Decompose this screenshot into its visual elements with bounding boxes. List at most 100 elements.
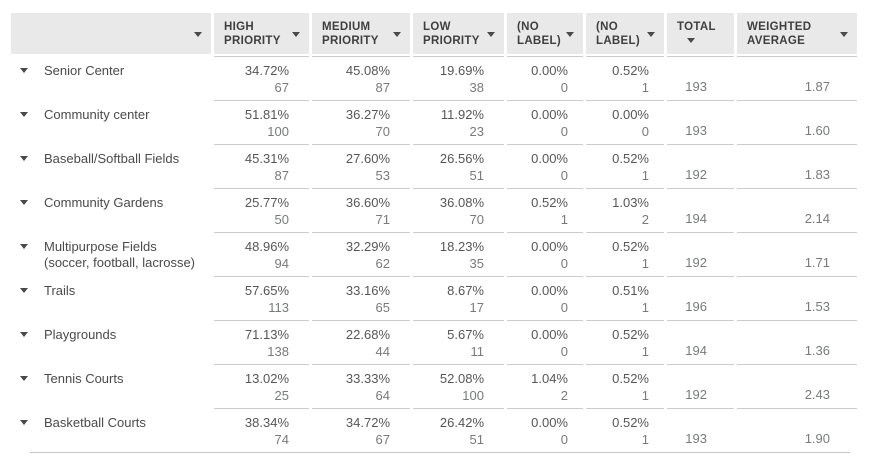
header-label: LOW PRIORITY (423, 21, 480, 47)
percent-value: 57.65% (244, 283, 289, 298)
cell-high-priority: 34.72% 67 (214, 56, 309, 100)
cell-low-priority: 26.56% 51 (413, 144, 504, 188)
chevron-down-icon[interactable] (647, 31, 655, 37)
cell-no-label-2: 0.52% 1 (586, 320, 664, 364)
header-low-priority[interactable]: LOW PRIORITY (413, 13, 504, 54)
percent-value: 0.00% (531, 63, 568, 78)
row-header[interactable]: Basketball Courts (11, 408, 211, 452)
percent-value: 11.92% (440, 107, 484, 122)
count-value: 53 (375, 168, 390, 183)
expand-row-icon[interactable] (20, 68, 28, 73)
chevron-down-icon[interactable] (687, 37, 695, 43)
row-label: Baseball/Softball Fields (44, 151, 180, 166)
cell-no-label-2: 0.52% 1 (586, 408, 664, 452)
count-value: 70 (469, 212, 484, 227)
row-header[interactable]: Multipurpose Fields (soccer, football, l… (11, 232, 211, 276)
count-value: 1 (641, 388, 649, 403)
header-medium-priority[interactable]: MEDIUM PRIORITY (312, 13, 410, 54)
percent-value: 18.23% (439, 239, 484, 254)
expand-row-icon[interactable] (20, 288, 28, 293)
cell-medium-priority: 45.08% 87 (312, 56, 410, 100)
cell-total: 192 (667, 144, 734, 188)
header-label: (NO LABEL) (596, 21, 640, 47)
percent-value: 19.69% (439, 63, 484, 78)
count-value: 0 (560, 300, 568, 315)
cell-weighted-average: 2.14 (737, 188, 857, 232)
percent-value: 22.68% (345, 327, 390, 342)
table-row: Community Gardens 25.77% 50 36.60% 71 36… (11, 188, 857, 232)
count-value: 0 (560, 124, 568, 139)
row-header[interactable]: Community Gardens (11, 188, 211, 232)
total-value: 194 (685, 211, 707, 226)
chevron-down-icon[interactable] (840, 31, 848, 37)
cell-total: 193 (667, 408, 734, 452)
cell-weighted-average: 1.71 (737, 232, 857, 276)
percent-value: 0.00% (531, 415, 568, 430)
cell-medium-priority: 34.72% 67 (312, 408, 410, 452)
header-no-label-2[interactable]: (NO LABEL) (586, 13, 664, 54)
weighted-average-value: 2.14 (804, 211, 830, 226)
count-value: 38 (469, 80, 484, 95)
percent-value: 26.42% (439, 415, 484, 430)
total-value: 196 (685, 299, 707, 314)
chevron-down-icon[interactable] (566, 31, 574, 37)
header-no-label-1[interactable]: (NO LABEL) (507, 13, 583, 54)
table-header-row: HIGH PRIORITY MEDIUM PRIORITY LOW PRIORI… (11, 13, 857, 54)
percent-value: 34.72% (345, 415, 390, 430)
expand-row-icon[interactable] (20, 244, 28, 249)
expand-row-icon[interactable] (20, 200, 28, 205)
row-label: Basketball Courts (44, 415, 146, 430)
count-value: 113 (268, 300, 289, 315)
cell-weighted-average: 1.36 (737, 320, 857, 364)
row-header[interactable]: Tennis Courts (11, 364, 211, 408)
row-header[interactable]: Baseball/Softball Fields (11, 144, 211, 188)
count-value: 0 (560, 256, 568, 271)
expand-row-icon[interactable] (20, 332, 28, 337)
header-high-priority[interactable]: HIGH PRIORITY (214, 13, 309, 54)
expand-row-icon[interactable] (20, 376, 28, 381)
percent-value: 0.00% (531, 283, 568, 298)
count-value: 100 (267, 124, 289, 139)
expand-row-icon[interactable] (20, 112, 28, 117)
count-value: 1 (641, 344, 649, 359)
weighted-average-value: 1.83 (804, 167, 830, 182)
cell-no-label-1: 1.04% 2 (507, 364, 583, 408)
chevron-down-icon[interactable] (292, 31, 300, 37)
row-label: Trails (44, 283, 76, 298)
chevron-down-icon[interactable] (194, 31, 202, 37)
cell-no-label-2: 0.51% 1 (586, 276, 664, 320)
total-value: 192 (685, 255, 707, 270)
chevron-down-icon[interactable] (487, 31, 495, 37)
percent-value: 0.00% (531, 327, 568, 342)
percent-value: 36.27% (345, 107, 390, 122)
cell-weighted-average: 1.53 (737, 276, 857, 320)
row-header[interactable]: Playgrounds (11, 320, 211, 364)
cell-no-label-1: 0.00% 0 (507, 232, 583, 276)
percent-value: 51.81% (244, 107, 289, 122)
chevron-down-icon[interactable] (393, 31, 401, 37)
header-weighted-average[interactable]: WEIGHTED AVERAGE (737, 13, 857, 54)
row-header[interactable]: Senior Center (11, 56, 211, 100)
expand-row-icon[interactable] (20, 420, 28, 425)
cell-no-label-1: 0.52% 1 (507, 188, 583, 232)
count-value: 87 (375, 80, 390, 95)
row-header[interactable]: Community center (11, 100, 211, 144)
row-header[interactable]: Trails (11, 276, 211, 320)
cell-total: 192 (667, 232, 734, 276)
cell-high-priority: 25.77% 50 (214, 188, 309, 232)
expand-row-icon[interactable] (20, 156, 28, 161)
count-value: 1 (641, 432, 649, 447)
count-value: 1 (641, 300, 649, 315)
count-value: 65 (375, 300, 390, 315)
cell-no-label-2: 0.52% 1 (586, 364, 664, 408)
count-value: 87 (274, 168, 289, 183)
count-value: 94 (274, 256, 289, 271)
header-total[interactable]: TOTAL (667, 13, 734, 54)
cell-total: 192 (667, 364, 734, 408)
count-value: 0 (641, 124, 649, 139)
cell-medium-priority: 36.27% 70 (312, 100, 410, 144)
header-row-label-column[interactable] (11, 13, 211, 54)
percent-value: 33.16% (345, 283, 390, 298)
cell-low-priority: 26.42% 51 (413, 408, 504, 452)
percent-value: 27.60% (345, 151, 390, 166)
